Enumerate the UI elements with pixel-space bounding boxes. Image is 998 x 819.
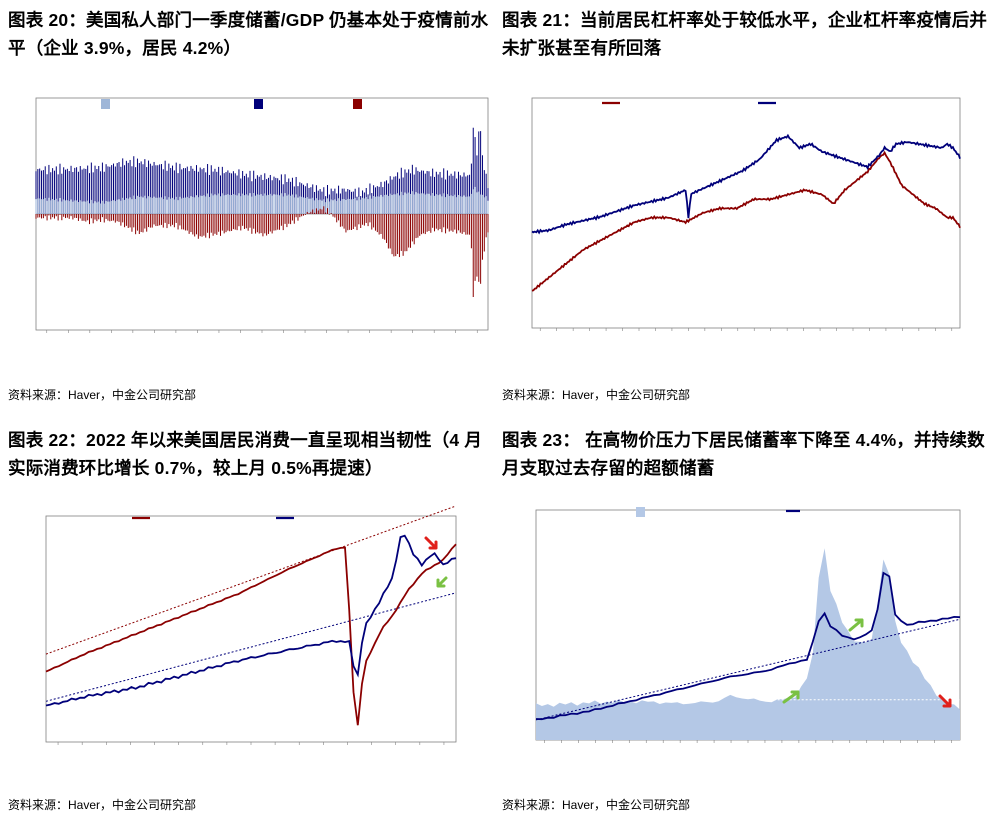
chart-income-savings bbox=[535, 507, 961, 743]
legend-swatch-box bbox=[636, 507, 645, 517]
series-area-savings bbox=[536, 548, 960, 740]
source-note: 资料来源：Haver，中金公司研究部 bbox=[502, 798, 691, 812]
chart-panel-savings: 图表 20：美国私人部门一季度储蓄/GDP 仍基本处于疫情前水平（企业 3.9%… bbox=[0, 0, 492, 410]
source-note: 资料来源：Haver，中金公司研究部 bbox=[8, 798, 197, 812]
red-arrow-icon bbox=[424, 536, 438, 550]
chart-heading: 图表 22：2022 年以来美国居民消费一直呈现相当韧性（4 月实际消费环比增长… bbox=[8, 430, 483, 478]
chart-heading: 图表 21：当前居民杠杆率处于较低水平，企业杠杆率疫情后并未扩张甚至有所回落 bbox=[502, 10, 988, 58]
trend-line bbox=[45, 505, 457, 655]
chart-heading: 图表 20：美国私人部门一季度储蓄/GDP 仍基本处于疫情前水平（企业 3.9%… bbox=[8, 10, 489, 58]
chart-savings-gdp bbox=[35, 97, 489, 333]
legend-swatch-box bbox=[254, 99, 263, 109]
series-line-goods bbox=[45, 534, 457, 707]
source-note: 资料来源：Haver，中金公司研究部 bbox=[8, 388, 197, 402]
chart-leverage bbox=[531, 97, 961, 331]
chart-panel-income-savings: 图表 23： 在高物价压力下居民储蓄率下降至 4.4%，并持续数月支取过去存留的… bbox=[496, 420, 998, 819]
legend-swatch-box bbox=[101, 99, 110, 109]
plot-frame bbox=[45, 515, 457, 743]
chart-consumption bbox=[45, 505, 457, 745]
legend-swatch-box bbox=[353, 99, 362, 109]
series-line-household bbox=[531, 150, 961, 292]
chart-panel-leverage: 图表 21：当前居民杠杆率处于较低水平，企业杠杆率疫情后并未扩张甚至有所回落 资… bbox=[496, 0, 998, 410]
chart-heading: 图表 23： 在高物价压力下居民储蓄率下降至 4.4%，并持续数月支取过去存留的… bbox=[502, 430, 985, 478]
trend-line bbox=[535, 618, 961, 721]
trend-line bbox=[45, 592, 457, 702]
plot-frame bbox=[531, 97, 961, 329]
green-arrow-icon bbox=[436, 576, 448, 588]
series-line-income bbox=[535, 571, 961, 721]
source-note: 资料来源：Haver，中金公司研究部 bbox=[502, 388, 691, 402]
green-arrow-icon bbox=[848, 618, 864, 632]
chart-panel-consumption: 图表 22：2022 年以来美国居民消费一直呈现相当韧性（4 月实际消费环比增长… bbox=[0, 420, 492, 819]
red-arrow-icon bbox=[938, 694, 952, 708]
series-line-nonfinancial bbox=[531, 133, 961, 235]
green-arrow-icon bbox=[782, 690, 800, 704]
series-line-services bbox=[45, 543, 457, 726]
